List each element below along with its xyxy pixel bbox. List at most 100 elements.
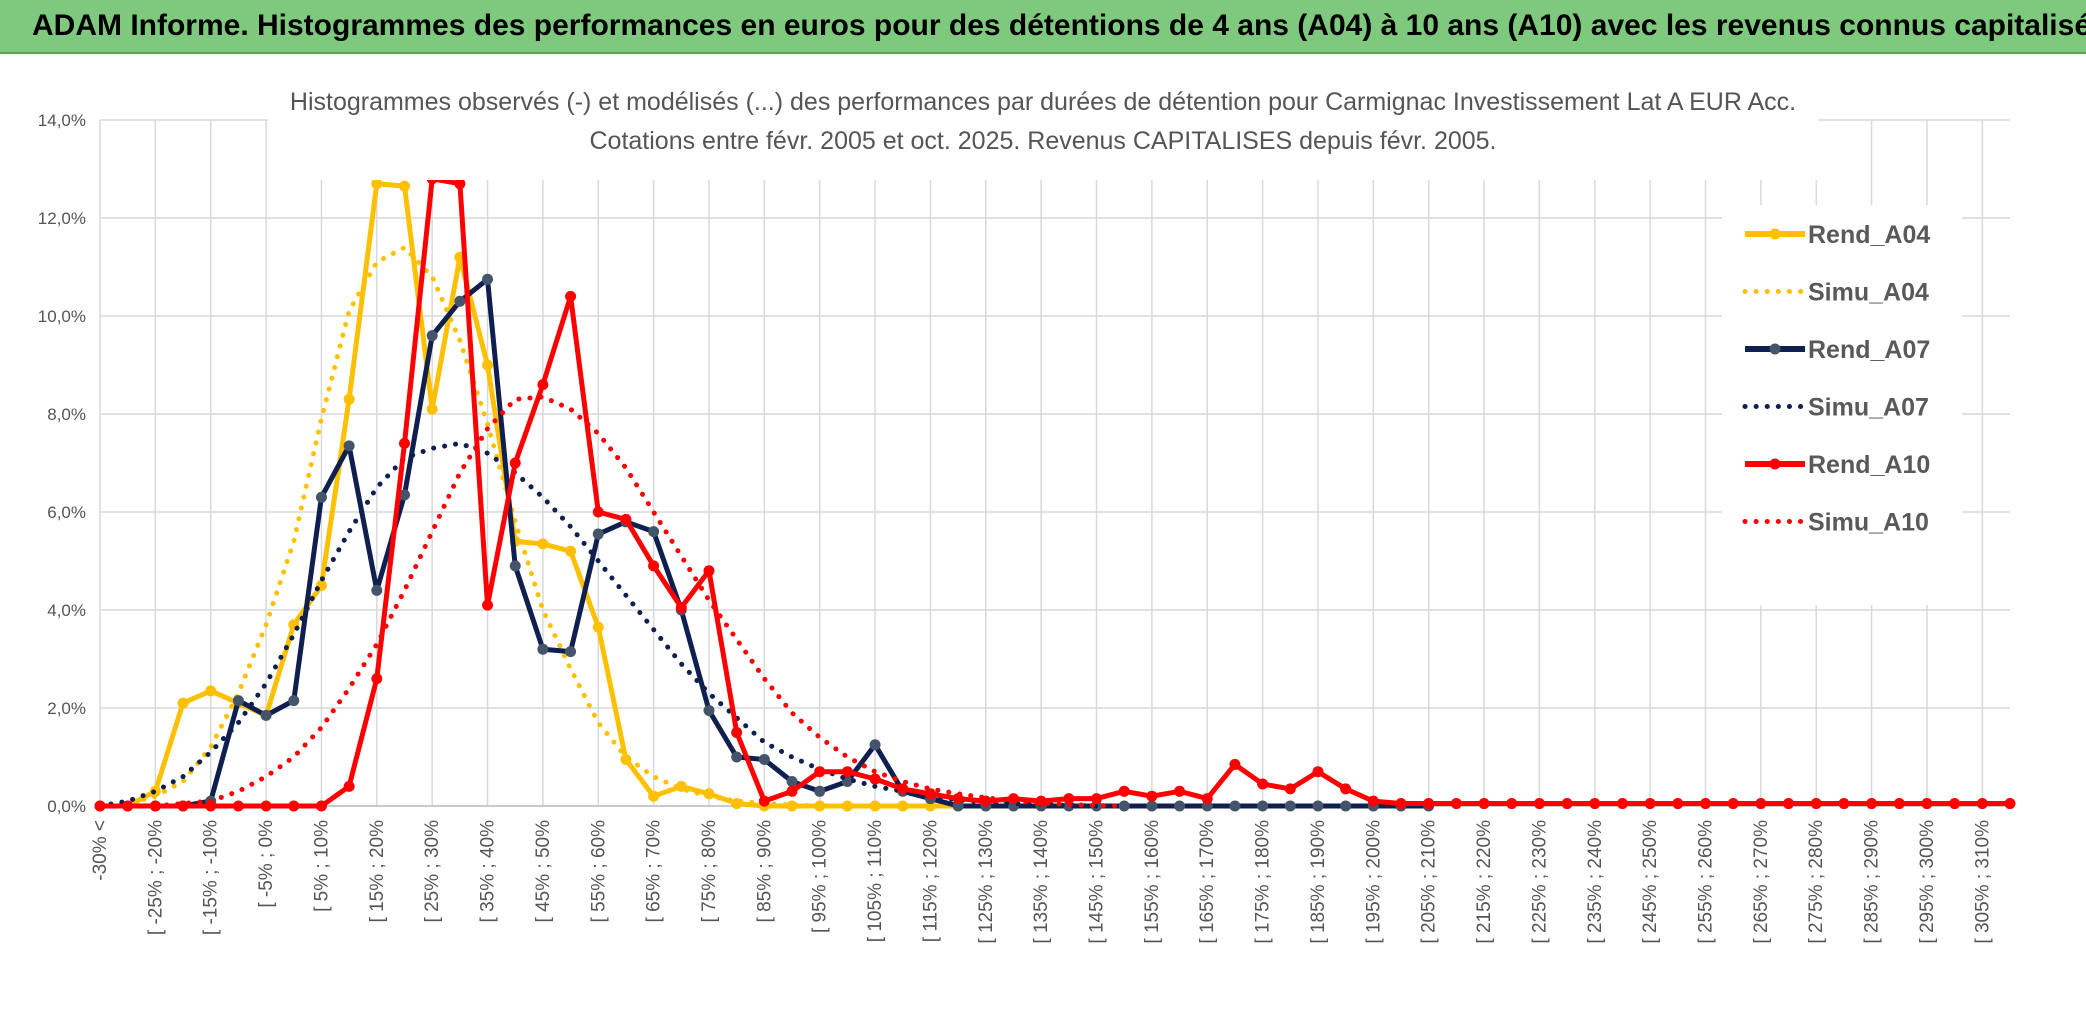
- data-point-rend-a10: [814, 766, 826, 778]
- x-tick-label: [ 285% ; 290%: [1862, 820, 1883, 944]
- x-tick-label: [ 185% ; 190%: [1308, 820, 1329, 944]
- x-tick-label: [ 165% ; 170%: [1197, 820, 1218, 944]
- data-point-rend-a10: [1727, 798, 1739, 810]
- data-point-rend-a10: [924, 788, 936, 800]
- data-point-rend-a10: [1589, 798, 1601, 810]
- data-point-rend-a07: [454, 295, 466, 307]
- data-point-rend-a04: [592, 621, 604, 633]
- data-point-rend-a07: [426, 330, 438, 342]
- data-point-rend-a10: [565, 290, 577, 302]
- series-line-simu-a10: [97, 394, 1127, 809]
- data-point-rend-a10: [1533, 798, 1545, 810]
- series-group: [94, 173, 2016, 812]
- legend-label-simu-a04: Simu_A04: [1808, 279, 1929, 307]
- data-point-rend-a10: [592, 506, 604, 518]
- data-point-rend-a04: [398, 180, 410, 192]
- x-tick-label: [ 75% ; 80%: [699, 820, 720, 923]
- data-point-rend-a07: [232, 695, 244, 707]
- report-banner: ADAM Informe. Histogrammes des performan…: [0, 0, 2086, 54]
- data-point-rend-a10: [620, 513, 632, 525]
- data-point-rend-a10: [1561, 798, 1573, 810]
- x-tick-label: [ 85% ; 90%: [754, 820, 775, 923]
- data-point-rend-a07: [509, 560, 521, 572]
- legend-label-rend-a04: Rend_A04: [1808, 221, 1930, 249]
- x-tick-label: [ 55% ; 60%: [588, 820, 609, 923]
- report-title: ADAM Informe. Histogrammes des performan…: [32, 9, 2086, 42]
- x-tick-label: [ 155% ; 160%: [1142, 820, 1163, 944]
- data-point-rend-a07: [537, 643, 549, 655]
- data-point-rend-a10: [841, 766, 853, 778]
- data-point-rend-a10: [1506, 798, 1518, 810]
- data-point-rend-a10: [509, 457, 521, 469]
- y-tick-label: 14,0%: [38, 111, 86, 130]
- data-point-rend-a10: [897, 783, 909, 795]
- data-point-rend-a07: [1118, 800, 1130, 812]
- data-point-rend-a10: [648, 560, 660, 572]
- x-tick-label: [ 195% ; 200%: [1363, 820, 1384, 944]
- data-point-rend-a07: [758, 753, 770, 765]
- data-point-rend-a07: [1284, 800, 1296, 812]
- x-tick-label: [ 35% ; 40%: [478, 820, 499, 923]
- data-point-rend-a10: [1229, 758, 1241, 770]
- y-tick-label: 10,0%: [38, 307, 86, 326]
- data-point-rend-a10: [1644, 798, 1656, 810]
- data-point-rend-a07: [648, 526, 660, 538]
- series-line-simu-a04: [97, 244, 989, 809]
- x-tick-label: [ 105% ; 110%: [865, 820, 886, 942]
- legend-marker-rend-a10: [1769, 458, 1781, 470]
- x-tick-label: -30% <: [90, 820, 111, 881]
- data-point-rend-a10: [1395, 798, 1407, 810]
- data-point-rend-a10: [675, 602, 687, 614]
- data-point-rend-a07: [786, 776, 798, 787]
- x-tick-label: [ 45% ; 50%: [533, 820, 554, 923]
- x-tick-label: [ 265% ; 270%: [1751, 820, 1772, 944]
- data-point-rend-a10: [1450, 798, 1462, 810]
- legend-label-simu-a10: Simu_A10: [1808, 509, 1929, 537]
- x-tick-label: [ 25% ; 30%: [422, 820, 443, 923]
- data-point-rend-a10: [1616, 798, 1628, 810]
- data-point-rend-a04: [426, 403, 438, 415]
- data-point-rend-a10: [1312, 766, 1324, 778]
- data-point-rend-a10: [482, 599, 494, 611]
- y-tick-label: 8,0%: [47, 405, 86, 424]
- data-point-rend-a07: [1340, 800, 1352, 812]
- y-tick-label: 4,0%: [47, 601, 86, 620]
- x-tick-label: [ 125% ; 130%: [976, 820, 997, 944]
- data-point-rend-a10: [869, 773, 881, 785]
- data-point-rend-a10: [786, 785, 798, 797]
- x-tick-label: [ -15% ; -10%: [201, 820, 222, 935]
- data-point-rend-a10: [232, 800, 244, 812]
- data-point-rend-a10: [1340, 783, 1352, 795]
- data-point-rend-a10: [2004, 798, 2016, 810]
- data-point-rend-a10: [371, 673, 383, 685]
- data-point-rend-a10: [122, 800, 134, 812]
- data-point-rend-a10: [1755, 798, 1767, 810]
- data-point-rend-a07: [343, 440, 355, 452]
- legend-background: [1722, 205, 1962, 605]
- data-point-rend-a10: [260, 800, 272, 812]
- data-point-rend-a10: [1921, 798, 1933, 810]
- data-point-rend-a07: [1229, 800, 1241, 812]
- data-point-rend-a04: [841, 800, 853, 812]
- data-point-rend-a07: [371, 584, 383, 596]
- x-tick-label: [ -25% ; -20%: [145, 820, 166, 935]
- data-point-rend-a07: [1146, 800, 1158, 812]
- x-tick-label: [ 235% ; 240%: [1585, 820, 1606, 944]
- data-point-rend-a10: [315, 800, 327, 812]
- x-tick-label: [ 15% ; 20%: [367, 820, 388, 923]
- data-point-rend-a10: [398, 437, 410, 449]
- x-tick-label: [ 175% ; 180%: [1253, 820, 1274, 944]
- y-tick-label: 2,0%: [47, 699, 86, 718]
- x-tick-label: [ 305% ; 310%: [1972, 820, 1993, 944]
- data-point-rend-a10: [288, 800, 300, 812]
- x-tick-label: [ 215% ; 220%: [1474, 820, 1495, 944]
- data-point-rend-a10: [1146, 790, 1158, 802]
- data-point-rend-a07: [703, 704, 715, 716]
- x-tick-label: [ 5% ; 10%: [311, 820, 332, 912]
- x-tick-label: [ 275% ; 280%: [1806, 820, 1827, 944]
- data-point-rend-a04: [565, 545, 577, 557]
- data-point-rend-a07: [814, 785, 826, 797]
- data-point-rend-a07: [565, 646, 577, 658]
- chart-subtitle: Cotations entre févr. 2005 et oct. 2025.…: [589, 127, 1496, 155]
